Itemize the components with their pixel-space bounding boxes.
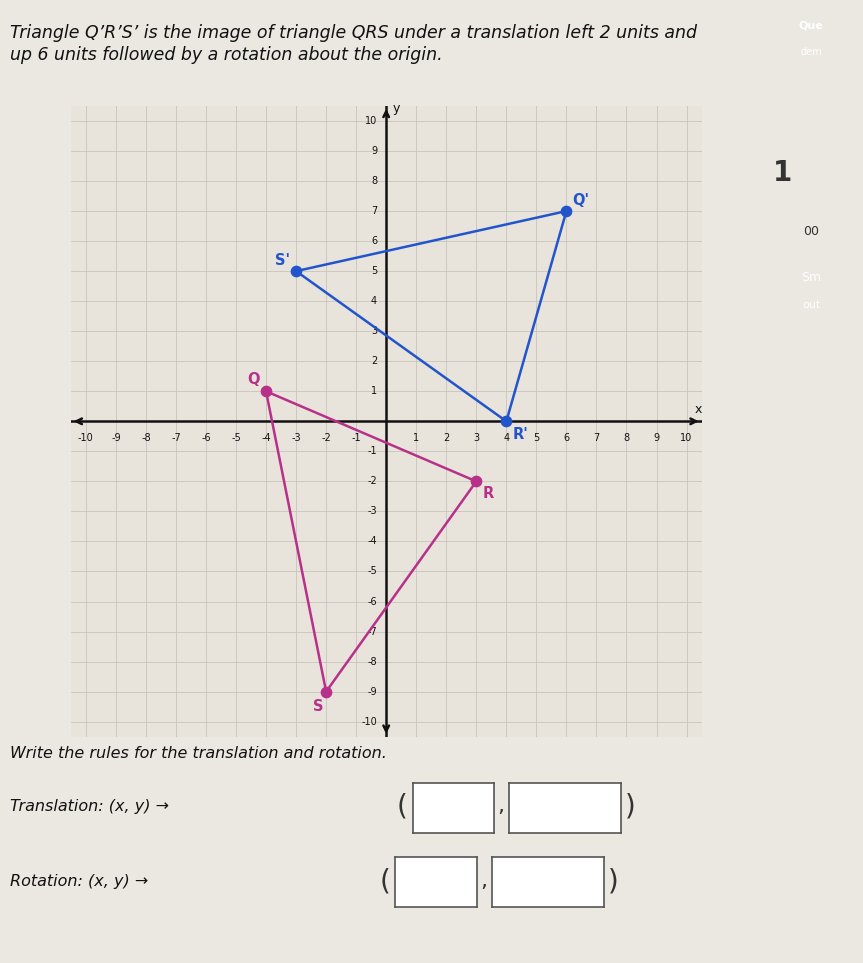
Text: 5: 5 bbox=[371, 266, 377, 276]
Text: -1: -1 bbox=[368, 446, 377, 456]
Text: 10: 10 bbox=[365, 116, 377, 126]
Text: Write the rules for the translation and rotation.: Write the rules for the translation and … bbox=[10, 746, 387, 762]
Text: 7: 7 bbox=[594, 433, 600, 443]
Text: -10: -10 bbox=[78, 433, 94, 443]
Text: Que: Que bbox=[799, 20, 823, 30]
Text: 8: 8 bbox=[371, 176, 377, 186]
Text: 4: 4 bbox=[371, 297, 377, 306]
Text: ): ) bbox=[608, 867, 618, 896]
Text: 1: 1 bbox=[413, 433, 419, 443]
Text: -3: -3 bbox=[292, 433, 301, 443]
Text: 5: 5 bbox=[533, 433, 539, 443]
Point bbox=[319, 684, 333, 699]
Text: Q: Q bbox=[248, 372, 260, 387]
Text: (: ( bbox=[397, 792, 407, 820]
Text: x: x bbox=[695, 403, 702, 416]
Text: -2: -2 bbox=[368, 477, 377, 486]
Text: R': R' bbox=[513, 428, 528, 442]
Text: up 6 units followed by a rotation about the origin.: up 6 units followed by a rotation about … bbox=[10, 46, 443, 65]
Text: ,: , bbox=[480, 872, 487, 891]
Text: 6: 6 bbox=[371, 236, 377, 247]
Text: 7: 7 bbox=[371, 206, 377, 216]
Text: -6: -6 bbox=[201, 433, 211, 443]
Text: -6: -6 bbox=[368, 596, 377, 607]
Text: y: y bbox=[393, 102, 400, 116]
Text: 8: 8 bbox=[623, 433, 629, 443]
Text: 2: 2 bbox=[371, 356, 377, 366]
Text: -1: -1 bbox=[351, 433, 361, 443]
Text: S': S' bbox=[275, 253, 290, 268]
Text: 9: 9 bbox=[653, 433, 659, 443]
Text: -3: -3 bbox=[368, 507, 377, 516]
Text: -9: -9 bbox=[111, 433, 121, 443]
Text: 1: 1 bbox=[371, 386, 377, 397]
Text: -5: -5 bbox=[368, 566, 377, 577]
Text: 00: 00 bbox=[803, 224, 819, 238]
Point bbox=[559, 203, 573, 219]
Text: Q': Q' bbox=[572, 193, 589, 208]
Text: S: S bbox=[312, 699, 323, 715]
Text: -4: -4 bbox=[368, 536, 377, 546]
Point bbox=[469, 474, 483, 489]
Text: (: ( bbox=[380, 867, 390, 896]
Point bbox=[289, 264, 303, 279]
Text: Rotation: (x, y) →: Rotation: (x, y) → bbox=[10, 873, 148, 889]
Text: -4: -4 bbox=[261, 433, 271, 443]
Text: -7: -7 bbox=[368, 627, 377, 637]
Text: 2: 2 bbox=[443, 433, 450, 443]
Text: 3: 3 bbox=[473, 433, 479, 443]
Text: Sm: Sm bbox=[801, 271, 822, 283]
Point bbox=[259, 383, 273, 399]
Text: -2: -2 bbox=[321, 433, 331, 443]
Text: -5: -5 bbox=[231, 433, 241, 443]
Text: -8: -8 bbox=[368, 657, 377, 666]
Text: -9: -9 bbox=[368, 687, 377, 696]
Text: out: out bbox=[802, 300, 821, 310]
Text: -7: -7 bbox=[171, 433, 181, 443]
Point bbox=[500, 414, 513, 429]
Text: dem: dem bbox=[800, 47, 822, 57]
Text: Translation: (x, y) →: Translation: (x, y) → bbox=[10, 798, 169, 814]
Text: 6: 6 bbox=[564, 433, 570, 443]
Text: 4: 4 bbox=[503, 433, 509, 443]
Text: -10: -10 bbox=[362, 716, 377, 727]
Text: Triangle Q’R’S’ is the image of triangle QRS under a translation left 2 units an: Triangle Q’R’S’ is the image of triangle… bbox=[10, 24, 697, 42]
Text: ,: , bbox=[497, 796, 504, 816]
Text: R: R bbox=[482, 486, 494, 501]
Text: 1: 1 bbox=[772, 159, 791, 188]
Text: 3: 3 bbox=[371, 326, 377, 336]
Text: ): ) bbox=[625, 792, 635, 820]
Text: -8: -8 bbox=[141, 433, 151, 443]
Text: 10: 10 bbox=[680, 433, 693, 443]
Text: 9: 9 bbox=[371, 146, 377, 156]
